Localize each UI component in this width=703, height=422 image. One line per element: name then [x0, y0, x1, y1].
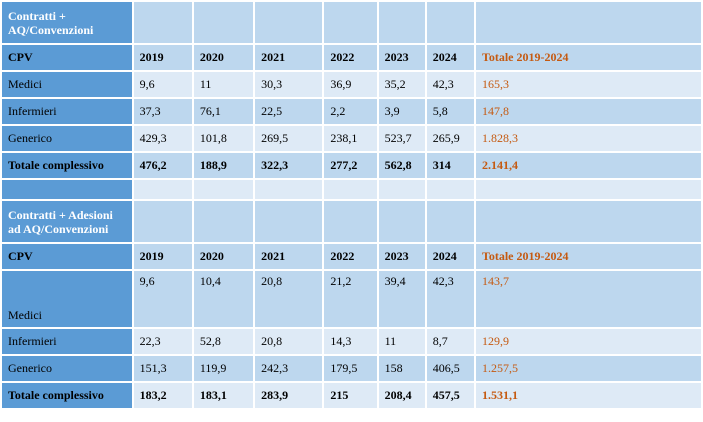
cell: 22,5: [255, 99, 323, 124]
cell: 30,3: [255, 72, 323, 97]
section1-title-row: Contratti + AQ/Convenzioni: [2, 2, 701, 43]
total-cell: 476,2: [133, 153, 192, 178]
cell: 42,3: [426, 271, 474, 327]
section1-header-row: CPV 2019 2020 2021 2022 2023 2024 Totale…: [2, 45, 701, 70]
totals-row: Totale complessivo 183,2 183,1 283,9 215…: [2, 383, 701, 408]
section2-title-row: Contratti + Adesioni ad AQ/Convenzioni: [2, 201, 701, 242]
row-label: Medici: [2, 271, 132, 327]
cell: 8,7: [426, 329, 474, 354]
table-row: Medici 9,6 11 30,3 36,9 35,2 42,3 165,3: [2, 72, 701, 97]
section1-title: Contratti + AQ/Convenzioni: [2, 2, 132, 43]
cell: 158: [378, 356, 425, 381]
cell: 242,3: [255, 356, 323, 381]
total-cell: 183,1: [193, 383, 254, 408]
year-header: 2021: [255, 244, 323, 269]
year-header: 2019: [133, 244, 192, 269]
total-cell: 457,5: [426, 383, 474, 408]
total-cell: 322,3: [255, 153, 323, 178]
cell: 37,3: [133, 99, 192, 124]
total-cell: 188,9: [193, 153, 254, 178]
cell: 76,1: [193, 99, 254, 124]
year-header: 2023: [378, 45, 425, 70]
row-total: 1.257,5: [475, 356, 701, 381]
cell: 20,8: [255, 329, 323, 354]
cell: 9,6: [133, 72, 192, 97]
cell: 3,9: [378, 99, 425, 124]
year-header: 2023: [378, 244, 425, 269]
row-total: 1.828,3: [475, 126, 701, 151]
cell: 101,8: [193, 126, 254, 151]
total-cell: 314: [426, 153, 474, 178]
cell: 11: [378, 329, 425, 354]
cell: 11: [193, 72, 254, 97]
year-header: 2024: [426, 244, 474, 269]
procurement-table: Contratti + AQ/Convenzioni CPV 2019 2020…: [2, 2, 701, 408]
section2-header-row: CPV 2019 2020 2021 2022 2023 2024 Totale…: [2, 244, 701, 269]
cell: 22,3: [133, 329, 192, 354]
totals-label: Totale complessivo: [2, 383, 132, 408]
cell: 10,4: [193, 271, 254, 327]
total-cell: 183,2: [133, 383, 192, 408]
total-cell: 215: [324, 383, 377, 408]
cell: 36,9: [324, 72, 377, 97]
row-total: 143,7: [475, 271, 701, 327]
row-label: Generico: [2, 126, 132, 151]
spacer-row: [2, 180, 701, 199]
row-label: Infermieri: [2, 329, 132, 354]
cell: 119,9: [193, 356, 254, 381]
row-total: 129,9: [475, 329, 701, 354]
total-cell: 283,9: [255, 383, 323, 408]
total-cell: 208,4: [378, 383, 425, 408]
total-cell: 562,8: [378, 153, 425, 178]
cell: 2,2: [324, 99, 377, 124]
grand-total: 1.531,1: [475, 383, 701, 408]
cell: 35,2: [378, 72, 425, 97]
cell: 14,3: [324, 329, 377, 354]
cell: 179,5: [324, 356, 377, 381]
cell: 429,3: [133, 126, 192, 151]
cpv-header: CPV: [2, 244, 132, 269]
total-header: Totale 2019-2024: [475, 244, 701, 269]
table-row: Medici 9,6 10,4 20,8 21,2 39,4 42,3 143,…: [2, 271, 701, 327]
row-total: 147,8: [475, 99, 701, 124]
table-row: Infermieri 22,3 52,8 20,8 14,3 11 8,7 12…: [2, 329, 701, 354]
year-header: 2022: [324, 244, 377, 269]
year-header: 2021: [255, 45, 323, 70]
cell: 265,9: [426, 126, 474, 151]
grand-total: 2.141,4: [475, 153, 701, 178]
section2-title: Contratti + Adesioni ad AQ/Convenzioni: [2, 201, 132, 242]
totals-label: Totale complessivo: [2, 153, 132, 178]
year-header: 2022: [324, 45, 377, 70]
year-header: 2020: [193, 45, 254, 70]
cell: 52,8: [193, 329, 254, 354]
year-header: 2019: [133, 45, 192, 70]
table-row: Infermieri 37,3 76,1 22,5 2,2 3,9 5,8 14…: [2, 99, 701, 124]
cell: 20,8: [255, 271, 323, 327]
year-header: 2024: [426, 45, 474, 70]
total-cell: 277,2: [324, 153, 377, 178]
cell: 9,6: [133, 271, 192, 327]
total-header: Totale 2019-2024: [475, 45, 701, 70]
row-label: Generico: [2, 356, 132, 381]
row-total: 165,3: [475, 72, 701, 97]
table-row: Generico 151,3 119,9 242,3 179,5 158 406…: [2, 356, 701, 381]
year-header: 2020: [193, 244, 254, 269]
cell: 42,3: [426, 72, 474, 97]
table-row: Generico 429,3 101,8 269,5 238,1 523,7 2…: [2, 126, 701, 151]
cell: 238,1: [324, 126, 377, 151]
row-label: Medici: [2, 72, 132, 97]
row-label: Infermieri: [2, 99, 132, 124]
cell: 151,3: [133, 356, 192, 381]
cpv-header: CPV: [2, 45, 132, 70]
cell: 406,5: [426, 356, 474, 381]
cell: 39,4: [378, 271, 425, 327]
cell: 21,2: [324, 271, 377, 327]
cell: 5,8: [426, 99, 474, 124]
cell: 523,7: [378, 126, 425, 151]
cell: 269,5: [255, 126, 323, 151]
totals-row: Totale complessivo 476,2 188,9 322,3 277…: [2, 153, 701, 178]
